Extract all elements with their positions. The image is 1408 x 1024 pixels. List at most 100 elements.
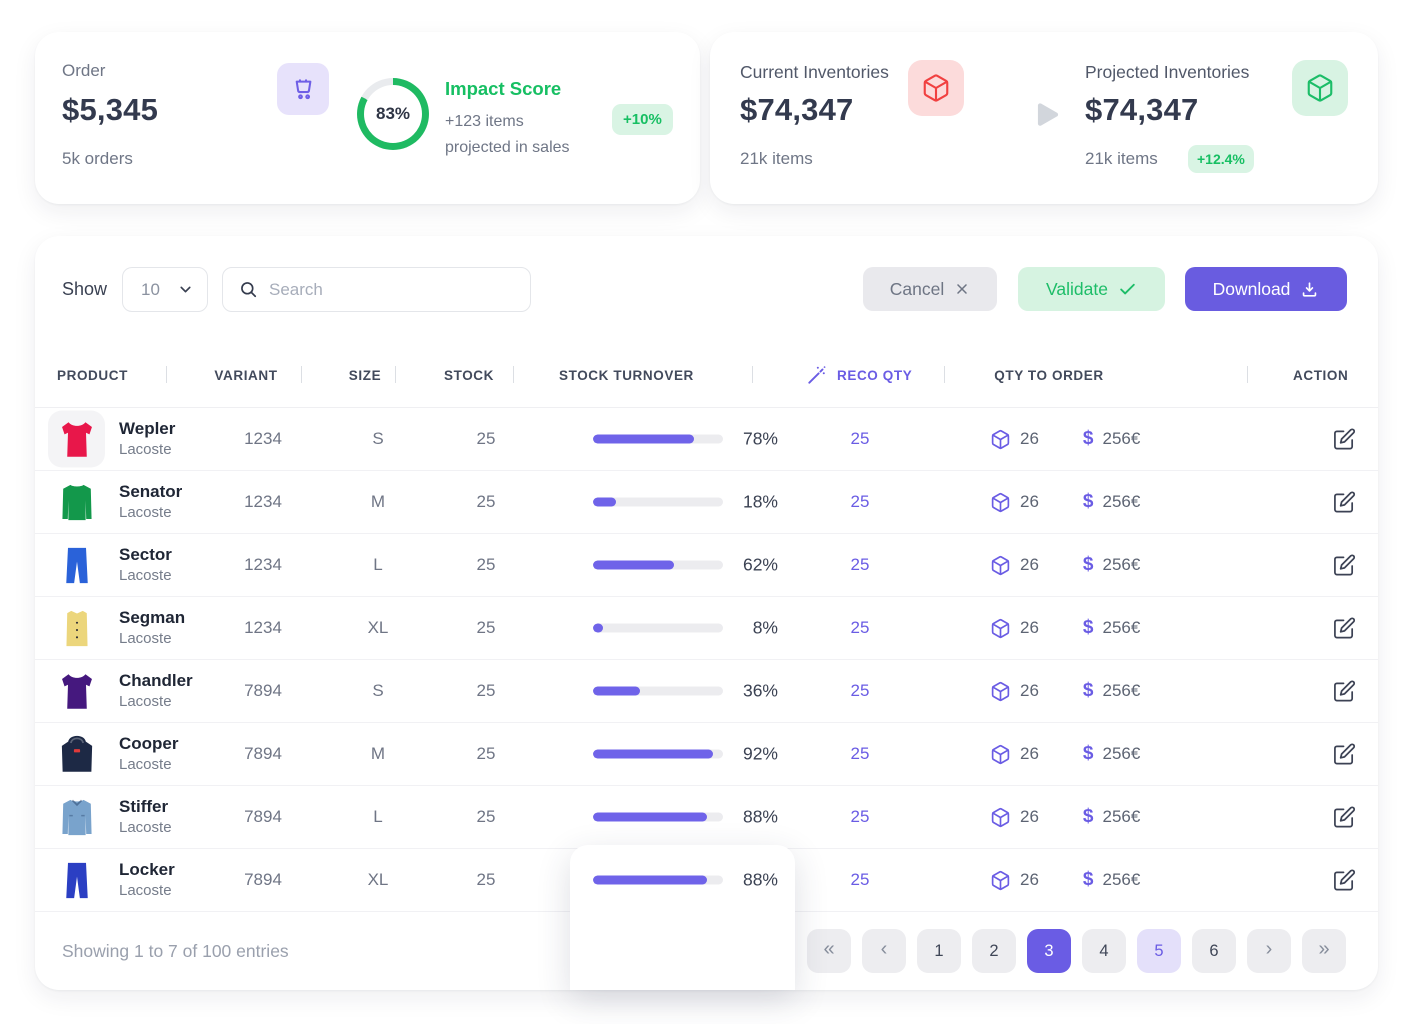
edit-row-button[interactable] <box>1322 869 1366 892</box>
column-header-variant: VARIANT <box>214 368 278 383</box>
edit-row-button[interactable] <box>1322 428 1366 451</box>
qty-to-order-cell: 26 $256€ <box>990 680 1140 702</box>
box-icon-red <box>921 73 951 103</box>
product-brand: Lacoste <box>119 441 172 458</box>
size-value: L <box>373 807 383 826</box>
pagination-page-3[interactable]: 3 <box>1027 929 1071 973</box>
table-row: Sector Lacoste 1234 L 25 62% 25 26 $256€ <box>35 534 1378 597</box>
stock-value: 25 <box>476 492 496 511</box>
qty-to-order-cell: 26 $256€ <box>990 554 1140 576</box>
product-image <box>48 726 105 783</box>
cart-icon-box <box>277 63 329 115</box>
pagination-next[interactable]: › <box>1247 929 1291 973</box>
header-divider <box>395 366 396 383</box>
order-growth-badge: +10% <box>612 104 673 135</box>
edit-icon <box>1333 617 1356 640</box>
variant-value: 1234 <box>244 492 282 511</box>
stock-turnover-bar <box>593 875 723 885</box>
product-cell: Wepler Lacoste <box>119 418 175 460</box>
variant-value: 7894 <box>244 744 282 763</box>
stock-turnover-bar <box>593 497 723 507</box>
impact-score-ring: 83% <box>357 78 429 150</box>
edit-row-button[interactable] <box>1322 680 1366 703</box>
download-icon <box>1300 280 1319 299</box>
column-header-qty-to-order: QTY TO ORDER <box>994 368 1104 383</box>
stock-value: 25 <box>476 807 496 826</box>
package-icon <box>990 492 1011 513</box>
size-value: L <box>373 555 383 574</box>
stock-turnover-bar <box>593 686 723 696</box>
package-icon <box>990 744 1011 765</box>
download-button[interactable]: Download <box>1185 267 1347 311</box>
header-divider <box>513 366 514 383</box>
order-qty-value: 26 <box>1020 492 1039 511</box>
package-icon <box>990 429 1011 450</box>
edit-row-button[interactable] <box>1322 491 1366 514</box>
size-value: XL <box>367 870 389 889</box>
order-qty-value: 26 <box>1020 429 1039 448</box>
reco-qty-value: 25 <box>850 618 870 637</box>
column-header-product: PRODUCT <box>57 368 128 383</box>
pagination-last[interactable]: » <box>1302 929 1346 973</box>
reco-qty-value: 25 <box>850 744 870 763</box>
edit-row-button[interactable] <box>1322 617 1366 640</box>
validate-button[interactable]: Validate <box>1018 267 1165 311</box>
edit-row-button[interactable] <box>1322 554 1366 577</box>
pagination-page-4[interactable]: 4 <box>1082 929 1126 973</box>
order-summary-card: Order $5,345 5k orders 83% Impact Score … <box>35 32 700 204</box>
product-cell: Chandler Lacoste <box>119 670 193 712</box>
qty-to-order-cell: 26 $256€ <box>990 806 1140 828</box>
dollar-icon: $ <box>1082 743 1094 764</box>
table-row: Wepler Lacoste 1234 S 25 78% 25 26 $256€ <box>35 408 1378 471</box>
projected-inventory-amount: $74,347 <box>1085 92 1199 127</box>
projected-inventories-title: Projected Inventories <box>1085 62 1250 82</box>
product-brand: Lacoste <box>119 693 172 710</box>
column-header-stock-turnover: STOCK TURNOVER <box>559 368 694 383</box>
dollar-icon: $ <box>1082 428 1094 449</box>
order-price-value: 256€ <box>1102 555 1141 574</box>
pagination-first[interactable]: « <box>807 929 851 973</box>
product-name: Sector <box>119 545 172 564</box>
column-header-reco-qty-label: RECO QTY <box>837 368 913 383</box>
reco-qty-value: 25 <box>850 429 870 448</box>
package-icon <box>990 681 1011 702</box>
header-divider <box>166 366 167 383</box>
pagination-page-1[interactable]: 1 <box>917 929 961 973</box>
edit-row-button[interactable] <box>1322 806 1366 829</box>
column-header-stock: STOCK <box>443 368 494 383</box>
impact-score-title: Impact Score <box>445 78 562 99</box>
package-icon <box>990 555 1011 576</box>
pagination-page-5[interactable]: 5 <box>1137 929 1181 973</box>
table-header: PRODUCT VARIANT SIZE STOCK STOCK TURNOVE… <box>35 312 1378 408</box>
show-label: Show <box>62 279 108 299</box>
projected-inventory-items: 21k items <box>1085 149 1158 168</box>
search-box <box>222 267 531 312</box>
validate-button-label: Validate <box>1046 278 1108 299</box>
table-row: Stiffer Lacoste 7894 L 25 88% 25 26 $256€ <box>35 786 1378 849</box>
stock-turnover-bar <box>593 560 723 570</box>
order-subtitle: 5k orders <box>62 149 133 168</box>
pagination-page-6[interactable]: 6 <box>1192 929 1236 973</box>
product-image <box>48 537 105 594</box>
table-row: Segman Lacoste 1234 XL 25 8% 25 26 $256€ <box>35 597 1378 660</box>
dollar-icon: $ <box>1082 806 1094 827</box>
order-qty-value: 26 <box>1020 870 1039 889</box>
edit-icon <box>1333 554 1356 577</box>
page-size-select[interactable]: 10 <box>122 267 208 312</box>
dollar-icon: $ <box>1082 491 1094 512</box>
edit-row-button[interactable] <box>1322 743 1366 766</box>
size-value: XL <box>367 618 389 637</box>
cancel-button[interactable]: Cancel <box>863 267 997 311</box>
variant-value: 1234 <box>244 618 282 637</box>
pagination-prev[interactable]: ‹ <box>862 929 906 973</box>
search-input[interactable] <box>269 279 516 300</box>
stock-turnover-percent: 88% <box>742 806 778 827</box>
stock-turnover-bar <box>593 749 723 759</box>
cancel-button-label: Cancel <box>889 278 945 299</box>
stock-turnover-bar <box>593 434 723 444</box>
pagination-page-2[interactable]: 2 <box>972 929 1016 973</box>
download-button-label: Download <box>1212 278 1291 299</box>
product-name: Locker <box>119 860 175 879</box>
magic-wand-icon <box>805 364 828 387</box>
stock-turnover-percent: 88% <box>742 869 778 890</box>
